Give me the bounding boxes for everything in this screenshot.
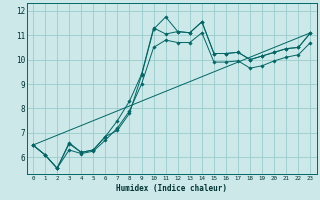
X-axis label: Humidex (Indice chaleur): Humidex (Indice chaleur) bbox=[116, 184, 227, 193]
